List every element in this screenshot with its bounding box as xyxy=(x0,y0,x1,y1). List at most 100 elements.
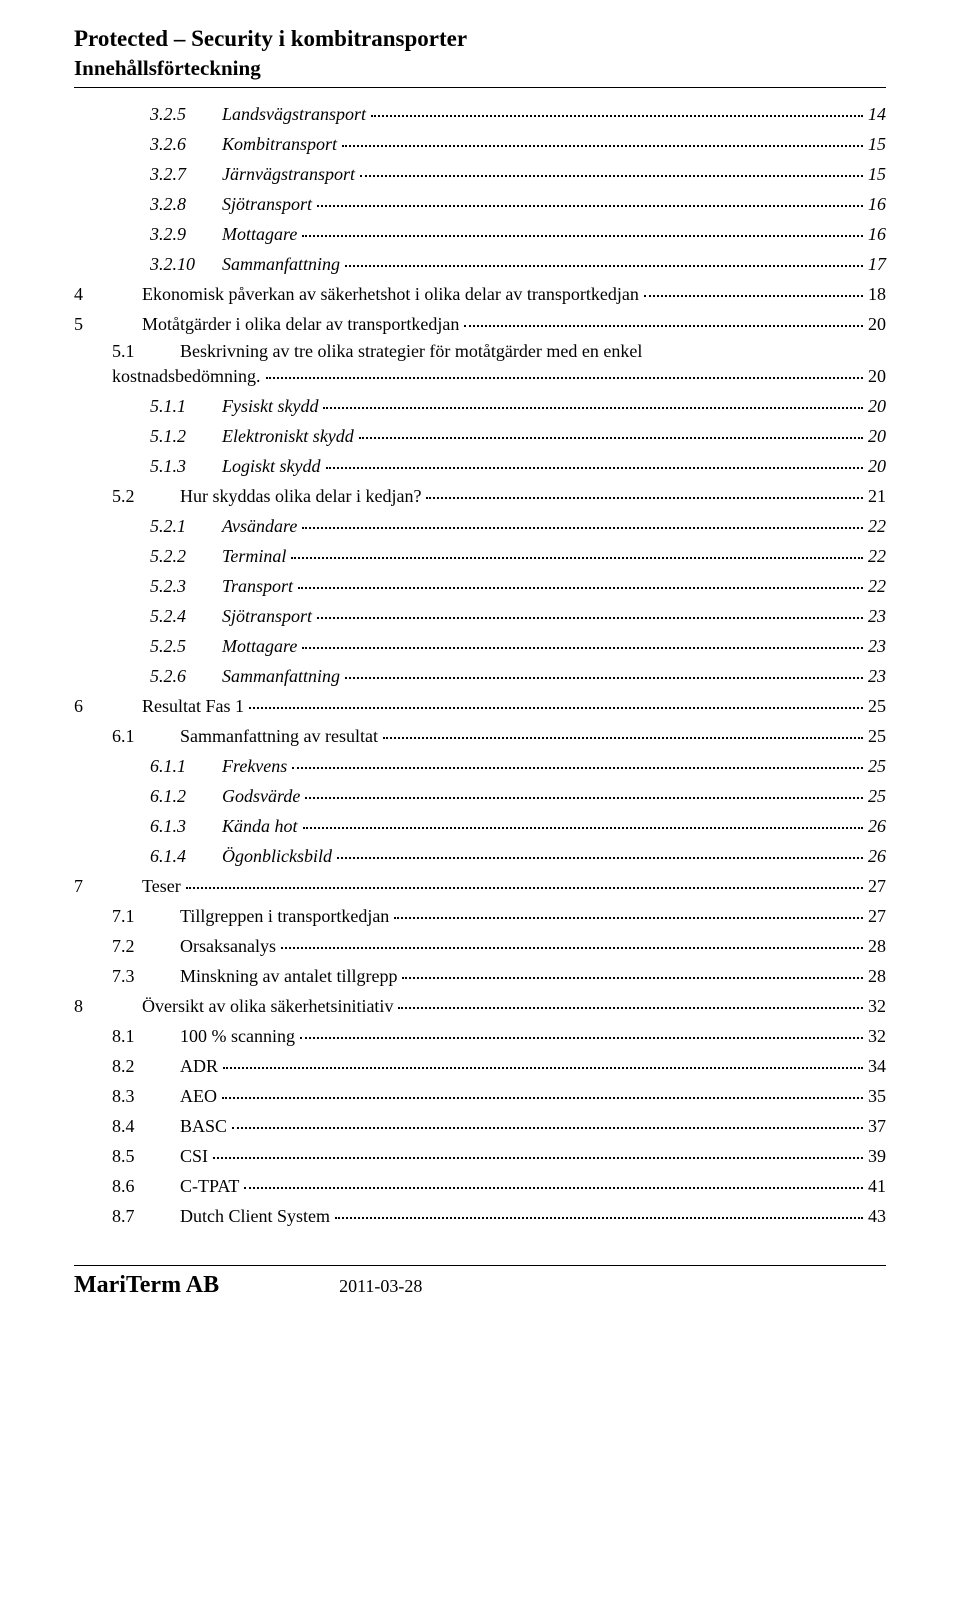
toc-number: 6.1 xyxy=(112,727,180,745)
toc-page: 20 xyxy=(864,367,886,385)
toc-leader xyxy=(244,1171,863,1189)
toc-entry: 5.2Hur skyddas olika delar i kedjan?21 xyxy=(74,484,886,505)
toc-page: 26 xyxy=(864,847,886,865)
toc-entry: 4Ekonomisk påverkan av säkerhetshot i ol… xyxy=(74,282,886,303)
brand-main: MariTerm xyxy=(74,1272,181,1298)
toc-number: 5.2.3 xyxy=(150,577,222,595)
toc-page: 15 xyxy=(864,135,886,153)
toc-number: 5.2.2 xyxy=(150,547,222,565)
toc-title: Mottagare xyxy=(222,225,301,243)
toc-number: 5.1 xyxy=(112,342,180,360)
toc-entry: 6.1.1Frekvens25 xyxy=(74,754,886,775)
toc-leader xyxy=(371,99,863,117)
toc-title: 100 % scanning xyxy=(180,1027,299,1045)
toc-leader xyxy=(266,361,864,379)
toc-page: 20 xyxy=(864,427,886,445)
toc-title: Sammanfattning xyxy=(222,255,344,273)
toc-entry: 6.1.2Godsvärde25 xyxy=(74,784,886,805)
toc-entry: 3.2.7Järnvägstransport15 xyxy=(74,162,886,183)
toc-leader xyxy=(300,1021,863,1039)
toc-leader xyxy=(337,841,863,859)
toc-leader xyxy=(302,631,863,649)
toc-leader xyxy=(323,391,863,409)
toc-page: 35 xyxy=(864,1087,886,1105)
toc-title: Översikt av olika säkerhetsinitiativ xyxy=(142,997,397,1015)
toc-entry: 6Resultat Fas 125 xyxy=(74,694,886,715)
toc-page: 17 xyxy=(864,255,886,273)
toc-title: CSI xyxy=(180,1147,212,1165)
toc-title: ADR xyxy=(180,1057,222,1075)
page-footer: MariTerm AB 2011-03-28 xyxy=(74,1265,886,1299)
toc-title: Kända hot xyxy=(222,817,302,835)
toc-title: Orsaksanalys xyxy=(180,937,280,955)
toc-leader xyxy=(213,1141,863,1159)
toc-leader xyxy=(402,961,863,979)
toc-number: 3.2.6 xyxy=(150,135,222,153)
toc-number: 5.1.2 xyxy=(150,427,222,445)
toc-page: 26 xyxy=(864,817,886,835)
toc-number: 7 xyxy=(74,877,142,895)
toc-leader xyxy=(305,781,863,799)
toc-number: 8.5 xyxy=(112,1147,180,1165)
toc-page: 37 xyxy=(864,1117,886,1135)
toc-number: 6 xyxy=(74,697,142,715)
toc-entry: 5.1.2Elektroniskt skydd20 xyxy=(74,424,886,445)
toc-page: 39 xyxy=(864,1147,886,1165)
toc-page: 16 xyxy=(864,225,886,243)
brand-sub: AB xyxy=(181,1272,219,1298)
toc-leader xyxy=(292,751,863,769)
toc-title: Järnvägstransport xyxy=(222,165,359,183)
toc-number: 5.2.4 xyxy=(150,607,222,625)
toc-number: 8 xyxy=(74,997,142,1015)
toc-page: 23 xyxy=(864,637,886,655)
toc-page: 22 xyxy=(864,547,886,565)
toc-page: 18 xyxy=(864,285,886,303)
toc-page: 22 xyxy=(864,517,886,535)
toc-title: Logiskt skydd xyxy=(222,457,325,475)
page-header: Protected – Security i kombitransporter … xyxy=(74,26,886,88)
toc-title: Terminal xyxy=(222,547,290,565)
toc-title: Ögonblicksbild xyxy=(222,847,336,865)
toc-entry: 3.2.6Kombitransport 15 xyxy=(74,132,886,153)
toc-entry: 5.2.1Avsändare22 xyxy=(74,514,886,535)
toc-page: 28 xyxy=(864,967,886,985)
toc-number: 8.4 xyxy=(112,1117,180,1135)
toc-number: 6.1.2 xyxy=(150,787,222,805)
toc-title: Frekvens xyxy=(222,757,291,775)
toc-title: Sjötransport xyxy=(222,607,316,625)
toc-page: 20 xyxy=(864,457,886,475)
toc-leader xyxy=(394,901,863,919)
toc-page: 23 xyxy=(864,607,886,625)
toc-page: 16 xyxy=(864,195,886,213)
toc-page: 15 xyxy=(864,165,886,183)
toc-title: Ekonomisk påverkan av säkerhetshot i oli… xyxy=(142,285,643,303)
toc-leader xyxy=(383,721,863,739)
toc-leader xyxy=(232,1111,863,1129)
toc-number: 8.3 xyxy=(112,1087,180,1105)
toc-number: 6.1.1 xyxy=(150,757,222,775)
toc-leader xyxy=(426,481,863,499)
toc-number: 5.1.3 xyxy=(150,457,222,475)
toc-leader xyxy=(326,451,864,469)
toc-title: BASC xyxy=(180,1117,231,1135)
toc-page: 20 xyxy=(864,397,886,415)
toc-page: 14 xyxy=(864,105,886,123)
toc-page: 20 xyxy=(864,315,886,333)
toc-entry: 8Översikt av olika säkerhetsinitiativ32 xyxy=(74,994,886,1015)
toc-title: Sammanfattning av resultat xyxy=(180,727,382,745)
toc-number: 5.2.5 xyxy=(150,637,222,655)
toc-entry: 3.2.5Landsvägstransport14 xyxy=(74,102,886,123)
toc-number: 5 xyxy=(74,315,142,333)
toc-leader xyxy=(644,279,863,297)
toc-title: C-TPAT xyxy=(180,1177,243,1195)
toc-leader xyxy=(249,691,863,709)
toc-leader xyxy=(342,129,863,147)
toc-leader xyxy=(302,511,863,529)
toc-entry: 8.1100 % scanning32 xyxy=(74,1024,886,1045)
toc-entry: 8.5CSI 39 xyxy=(74,1144,886,1165)
toc-page: 27 xyxy=(864,877,886,895)
toc-page: 25 xyxy=(864,727,886,745)
toc-title: Kombitransport xyxy=(222,135,341,153)
doc-title: Protected – Security i kombitransporter xyxy=(74,26,886,52)
toc-page: 27 xyxy=(864,907,886,925)
